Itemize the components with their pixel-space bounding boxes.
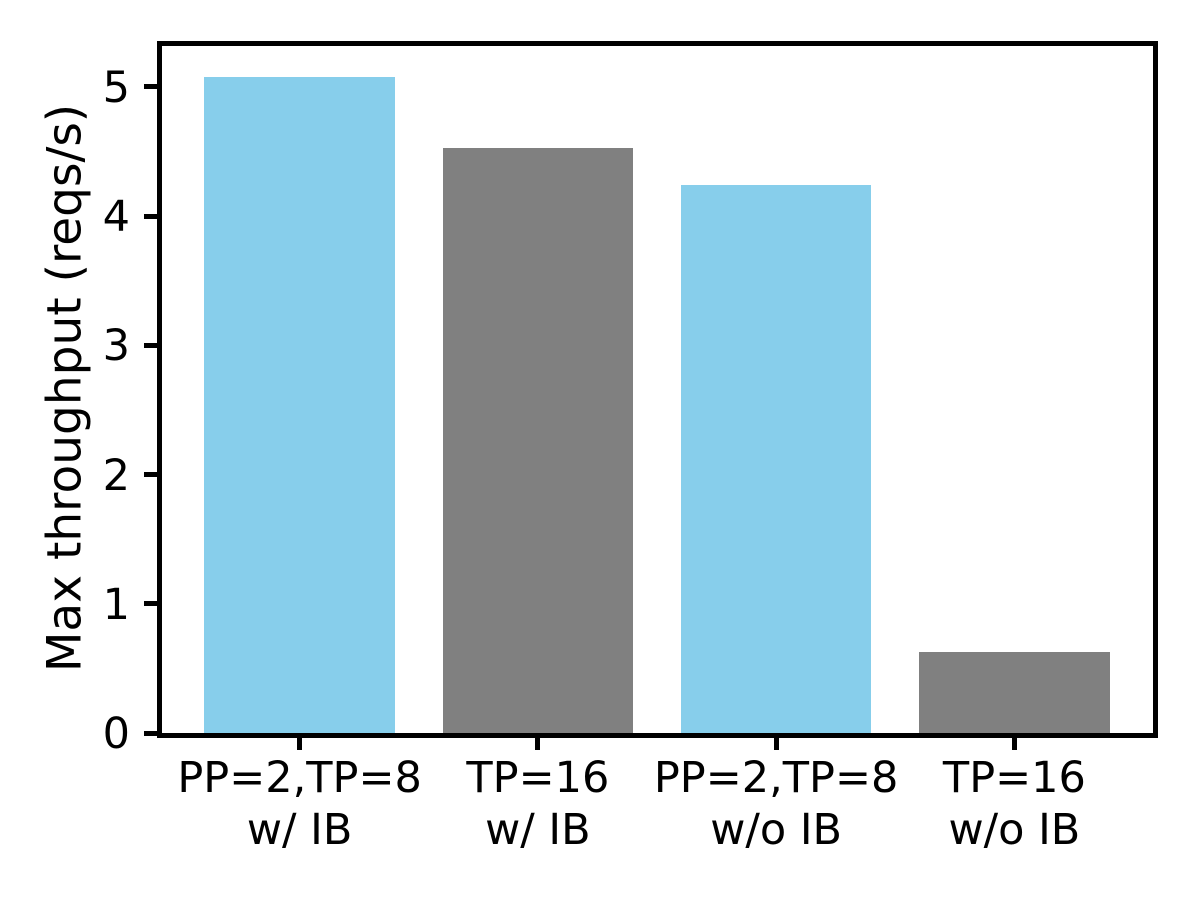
x-tick-mark: [535, 735, 541, 750]
y-tick-mark: [144, 213, 159, 219]
spine-top: [157, 41, 1158, 46]
y-tick-mark: [144, 84, 159, 90]
y-tick-mark: [144, 601, 159, 607]
y-tick-label: 4: [102, 192, 130, 243]
y-tick-label: 5: [102, 62, 130, 113]
x-tick-mark: [773, 735, 779, 750]
bar: [680, 185, 872, 733]
y-tick-mark: [144, 730, 159, 736]
spine-left: [157, 41, 162, 738]
x-tick-label: TP=16 w/o IB: [942, 753, 1086, 855]
y-tick-label: 0: [102, 709, 130, 759]
bar: [204, 76, 395, 733]
bar: [442, 147, 634, 733]
y-tick-mark: [144, 342, 159, 348]
x-tick-mark: [297, 735, 303, 750]
y-tick-mark: [144, 472, 159, 478]
y-tick-label: 3: [102, 321, 130, 372]
x-tick-label: TP=16 w/ IB: [466, 753, 610, 855]
x-tick-label: PP=2,TP=8 w/o IB: [653, 753, 899, 855]
spine-right: [1153, 41, 1158, 738]
spine-bottom: [157, 733, 1158, 738]
bar: [919, 651, 1110, 733]
x-tick-mark: [1011, 735, 1017, 750]
x-tick-label: PP=2,TP=8 w/ IB: [177, 753, 422, 855]
y-tick-label: 2: [102, 450, 130, 501]
y-tick-label: 1: [102, 579, 130, 630]
